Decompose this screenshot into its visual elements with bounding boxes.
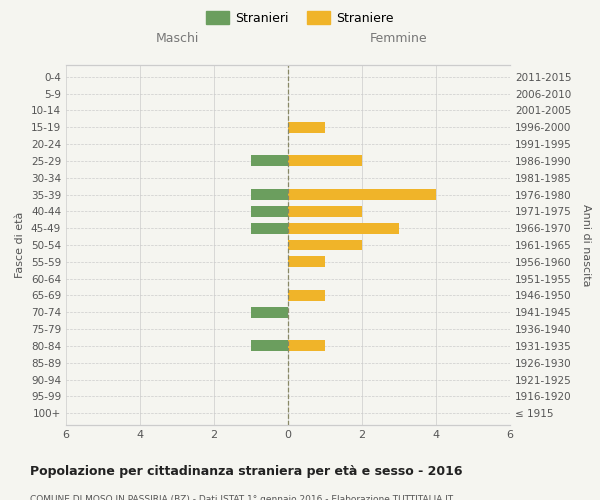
Bar	[288, 189, 436, 200]
Bar	[288, 206, 362, 217]
Bar	[251, 156, 288, 166]
Bar	[251, 206, 288, 217]
Bar	[251, 189, 288, 200]
Bar	[288, 256, 325, 268]
Text: Femmine: Femmine	[370, 32, 428, 45]
Text: Popolazione per cittadinanza straniera per età e sesso - 2016: Popolazione per cittadinanza straniera p…	[30, 465, 463, 478]
Bar	[251, 222, 288, 234]
Bar	[251, 340, 288, 351]
Bar	[288, 222, 399, 234]
Bar	[288, 122, 325, 132]
Text: Maschi: Maschi	[155, 32, 199, 45]
Text: COMUNE DI MOSO IN PASSIRIA (BZ) - Dati ISTAT 1° gennaio 2016 - Elaborazione TUTT: COMUNE DI MOSO IN PASSIRIA (BZ) - Dati I…	[30, 495, 453, 500]
Y-axis label: Anni di nascita: Anni di nascita	[581, 204, 591, 286]
Bar	[288, 340, 325, 351]
Legend: Stranieri, Straniere: Stranieri, Straniere	[202, 6, 398, 30]
Bar	[288, 156, 362, 166]
Bar	[288, 290, 325, 301]
Bar	[251, 307, 288, 318]
Bar	[288, 240, 362, 250]
Y-axis label: Fasce di età: Fasce di età	[16, 212, 25, 278]
